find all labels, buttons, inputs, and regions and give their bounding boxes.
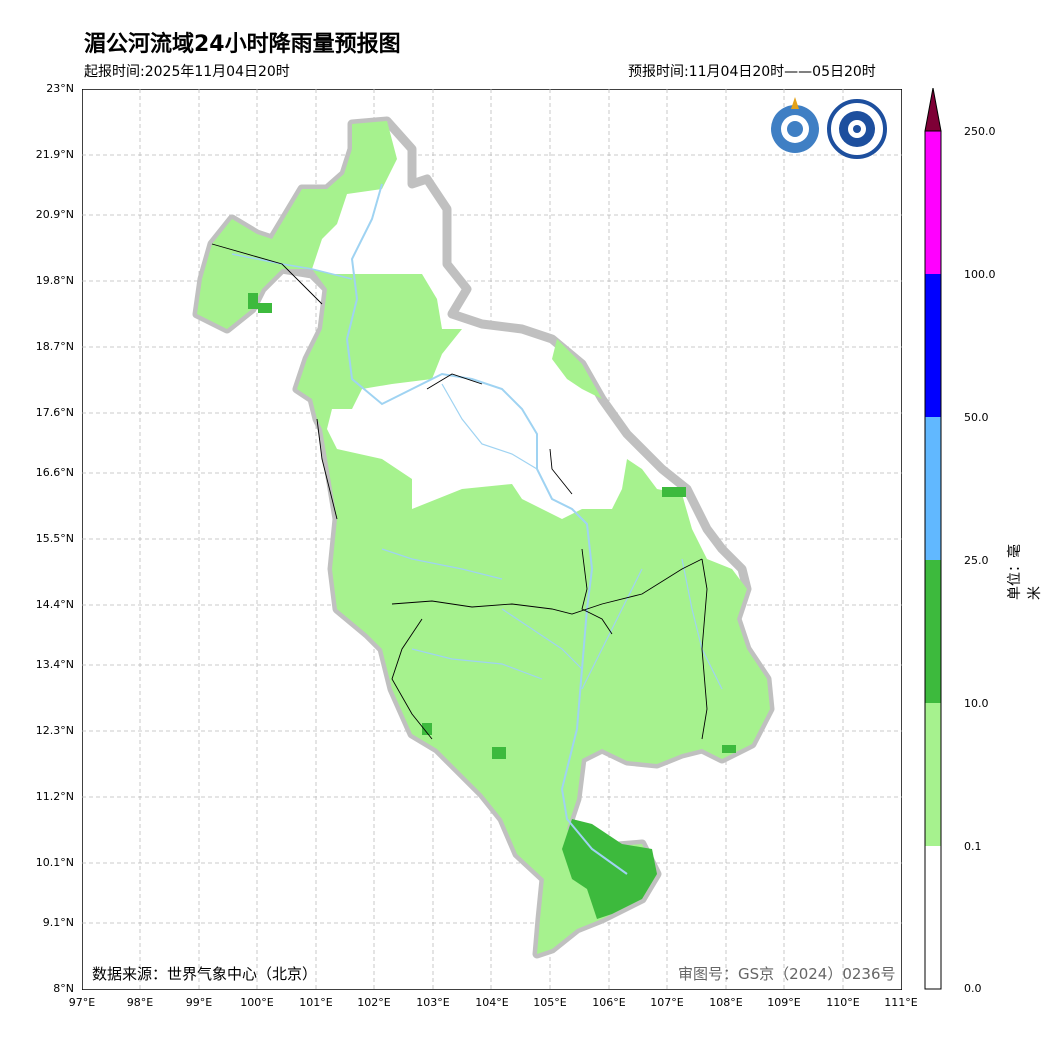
colorbar-tick: 250.0 xyxy=(964,125,996,138)
colorbar-tick: 0.1 xyxy=(964,840,982,853)
colorbar-tick: 10.0 xyxy=(964,697,989,710)
map-title: 湄公河流域24小时降雨量预报图 xyxy=(84,32,401,57)
lat-label: 19.8°N xyxy=(35,274,74,287)
wmo-logo xyxy=(771,97,819,153)
forecast-time: 预报时间:11月04日20时——05日20时 xyxy=(628,64,876,80)
lon-label: 97°E xyxy=(68,996,96,1009)
lat-label: 18.7°N xyxy=(35,340,74,353)
lon-label: 100°E xyxy=(240,996,274,1009)
lat-label: 20.9°N xyxy=(35,208,74,221)
issue-time: 起报时间:2025年11月04日20时 xyxy=(84,64,290,80)
lat-label: 8°N xyxy=(53,982,74,995)
lon-label: 111°E xyxy=(884,996,918,1009)
lat-label: 16.6°N xyxy=(35,466,74,479)
lat-label: 13.4°N xyxy=(35,658,74,671)
colorbar-tick: 50.0 xyxy=(964,411,989,424)
rain-area-light xyxy=(297,269,770,954)
lat-label: 15.5°N xyxy=(35,532,74,545)
colorbar-tick: 25.0 xyxy=(964,554,989,567)
lat-label: 10.1°N xyxy=(35,856,74,869)
lon-label: 98°E xyxy=(126,996,154,1009)
rain-area-light xyxy=(552,339,602,399)
lat-label: 17.6°N xyxy=(35,406,74,419)
review-number: 审图号：GS京（2024）0236号 xyxy=(678,965,896,983)
rain-area-medium xyxy=(662,487,686,497)
lon-label: 101°E xyxy=(299,996,333,1009)
lat-label: 14.4°N xyxy=(35,598,74,611)
data-source: 数据来源：世界气象中心（北京） xyxy=(92,965,318,983)
river-network xyxy=(231,183,723,875)
lon-label: 105°E xyxy=(533,996,567,1009)
map-canvas xyxy=(82,89,902,990)
rain-area-medium xyxy=(492,747,506,759)
lon-label: 104°E xyxy=(475,996,509,1009)
lon-label: 107°E xyxy=(650,996,684,1009)
lat-label: 12.3°N xyxy=(35,724,74,737)
rain-area-medium xyxy=(248,293,258,309)
lon-label: 106°E xyxy=(592,996,626,1009)
rain-area-medium xyxy=(422,723,432,735)
colorbar-tick: 0.0 xyxy=(964,982,982,995)
lat-label: 11.2°N xyxy=(35,790,74,803)
colorbar-tick: 100.0 xyxy=(964,268,996,281)
cma-logo xyxy=(827,99,887,159)
lat-label: 9.1°N xyxy=(42,916,74,929)
colorbar xyxy=(924,88,942,990)
rain-area-medium xyxy=(722,745,736,753)
lon-label: 109°E xyxy=(767,996,801,1009)
lon-label: 110°E xyxy=(826,996,860,1009)
lon-label: 103°E xyxy=(416,996,450,1009)
rain-area-medium xyxy=(562,819,657,919)
lon-label: 108°E xyxy=(709,996,743,1009)
colorbar-unit: 单位：毫米 xyxy=(1007,544,1043,600)
rain-area-light xyxy=(197,121,397,329)
lat-label: 21.9°N xyxy=(35,148,74,161)
lon-label: 99°E xyxy=(185,996,213,1009)
lon-label: 102°E xyxy=(357,996,391,1009)
rain-area-medium xyxy=(258,303,272,313)
lat-label: 23°N xyxy=(46,82,74,95)
country-borders xyxy=(211,243,708,740)
